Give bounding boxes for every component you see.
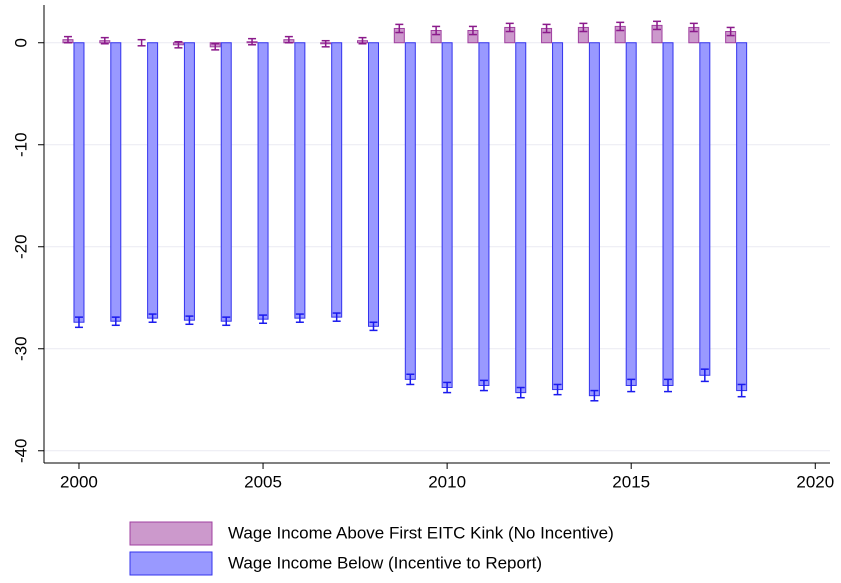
bar <box>294 42 306 319</box>
y-tick-label: -40 <box>11 438 30 463</box>
x-tick-label: 2005 <box>244 472 282 491</box>
bar <box>588 42 600 397</box>
bar <box>110 42 122 322</box>
bar <box>183 42 195 321</box>
legend-label: Wage Income Below (Incentive to Report) <box>228 553 542 572</box>
bar <box>331 42 343 318</box>
bar <box>404 42 416 380</box>
bar <box>220 42 232 322</box>
bar <box>441 42 453 389</box>
bar <box>699 42 711 376</box>
y-tick-label: 0 <box>11 38 30 47</box>
bar <box>552 42 564 391</box>
bar <box>367 42 379 327</box>
x-tick-label: 2020 <box>796 472 834 491</box>
y-tick-label: -10 <box>11 132 30 157</box>
x-tick-label: 2010 <box>428 472 466 491</box>
y-tick-label: -20 <box>11 234 30 259</box>
legend-label: Wage Income Above First EITC Kink (No In… <box>228 523 614 542</box>
legend-swatch <box>129 551 213 576</box>
bar <box>515 42 527 394</box>
bar <box>736 42 748 392</box>
x-tick-label: 2015 <box>612 472 650 491</box>
bar <box>73 42 85 323</box>
y-tick-label: -30 <box>11 336 30 361</box>
x-tick-label: 2000 <box>60 472 98 491</box>
legend-swatch <box>129 521 213 546</box>
bar <box>147 42 159 319</box>
bar <box>478 42 490 386</box>
bar <box>257 42 269 320</box>
bar <box>625 42 637 386</box>
bar <box>662 42 674 386</box>
